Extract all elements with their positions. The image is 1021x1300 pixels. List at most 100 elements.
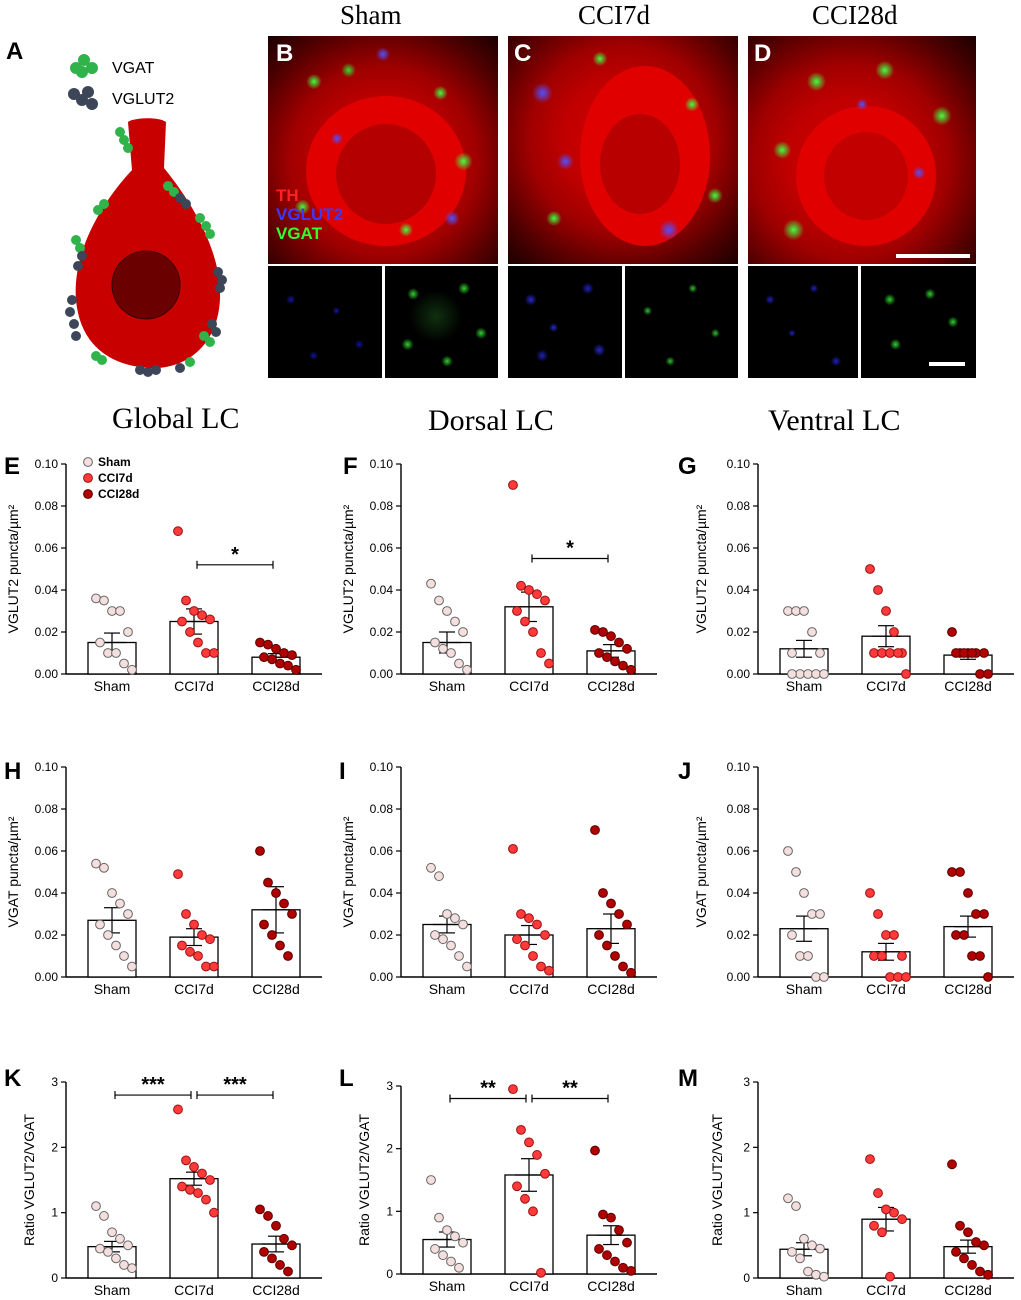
data-point [201,961,211,972]
data-point [955,867,965,877]
data-point [107,1227,117,1238]
data-point [185,627,195,637]
group-title-global: Global LC [112,402,240,435]
data-point [975,1266,985,1277]
channel-legend-vgat: VGAT [276,224,322,243]
data-point [865,1154,875,1164]
data-point [119,951,129,961]
data-point [610,656,620,667]
chart-j: J 0.00 0.02 0.04 0.06 0.08 0.10 VGAT puncta/µm²… [678,758,1014,997]
data-point [95,919,105,930]
data-point [602,1250,612,1261]
data-point [450,1231,460,1242]
micrograph-cci7d-merged: C [508,36,738,264]
data-point [819,1271,829,1282]
data-point [590,1145,600,1156]
y-tick-label: 0.00 [370,667,394,681]
group-title-dorsal: Dorsal LC [428,404,554,437]
data-point [536,648,546,658]
data-point [279,898,289,909]
significance-stars: ** [480,1078,496,1100]
data-point [173,1104,183,1115]
x-tick-label: CCI7d [866,1282,906,1298]
column-title-cci7d: CCI7d [578,0,651,30]
data-point [123,909,133,919]
micrograph-sham-merged: B TH VGLUT2 VGAT [268,36,498,264]
data-point [626,1265,636,1276]
data-point [881,606,891,616]
legend-marker-sham [83,457,93,467]
data-point [959,930,969,940]
data-point [442,606,452,616]
y-tick-label: 0.08 [35,802,59,816]
data-point [201,1194,211,1205]
panel-letter-b: B [276,40,294,67]
y-tick-label: 3 [51,1075,58,1089]
data-point [536,961,546,972]
data-point [173,526,183,537]
data-point [893,648,903,658]
scale-bar-split [929,362,965,366]
y-tick-label: 0.04 [35,583,59,597]
data-point [594,648,604,658]
data-point [512,934,522,945]
data-point [783,1193,793,1204]
data-point [430,637,440,648]
data-point [271,643,281,654]
data-point [971,1237,981,1247]
data-point [189,606,199,616]
y-tick-label: 0.02 [727,928,751,942]
significance-stars: ** [562,1078,578,1100]
data-point [426,578,436,589]
data-point [454,951,464,961]
data-point [185,1184,195,1195]
data-point [885,648,895,658]
y-tick-label: 0.04 [35,886,59,900]
panel-letter-d: D [754,40,772,67]
micrograph-sham-blue [268,266,382,378]
data-point [618,961,628,972]
data-point [626,967,636,978]
data-point [877,648,887,658]
y-tick-label: 0.04 [370,886,394,900]
group-title-ventral: Ventral LC [768,404,901,437]
y-tick-label: 0.00 [370,970,394,984]
y-tick-label: 0.10 [727,760,751,774]
x-tick-label: CCI28d [252,981,299,997]
x-tick-label: CCI28d [587,981,634,997]
schematic-neuron: VGAT VGLUT2 [65,54,227,377]
x-tick-label: Sham [94,1282,131,1298]
significance-stars: * [231,544,239,566]
panel-letter-j: J [678,758,691,785]
x-tick-label: CCI28d [252,1282,299,1298]
legend-label-cci28d: CCI28d [98,487,139,501]
data-point [267,654,277,665]
data-point [177,940,187,951]
data-point [606,898,616,909]
legend-vgat-dots [70,54,98,78]
data-point [590,625,600,635]
data-point [173,869,183,879]
data-point [983,972,993,982]
data-point [520,616,530,627]
data-point [963,1227,973,1238]
panel-letter-e: E [4,453,20,480]
data-point [524,1137,534,1148]
data-point [598,1209,608,1220]
data-point [610,951,620,961]
y-tick-label: 0.00 [35,970,59,984]
y-tick-label: 0 [51,1271,58,1285]
y-tick-label: 0.08 [370,499,394,513]
data-point [783,846,793,856]
y-tick-label: 0 [743,1271,750,1285]
data-point [516,580,526,591]
data-point [127,1263,137,1274]
data-point [111,1253,121,1264]
data-point [127,664,137,675]
data-point [103,930,113,940]
data-point [291,664,301,675]
data-point [255,1204,265,1215]
data-point [959,648,969,658]
data-point [532,919,542,930]
y-tick-label: 1 [51,1206,58,1220]
